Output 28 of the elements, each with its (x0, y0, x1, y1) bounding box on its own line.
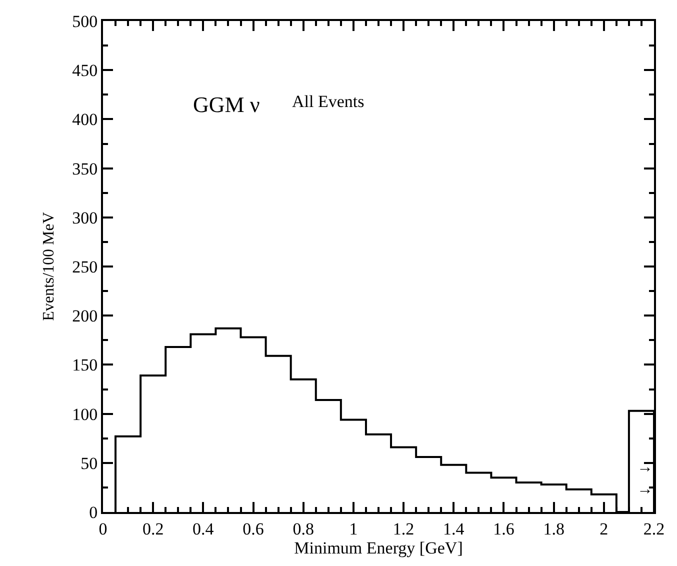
x-tick-label: 0.4 (192, 519, 214, 538)
y-tick-label: 350 (72, 159, 98, 178)
annotation: → (637, 459, 653, 476)
y-tick-label: 400 (72, 110, 98, 130)
y-tick-label: 200 (72, 306, 98, 326)
x-tick-label: 0.8 (292, 519, 314, 538)
x-tick-label: 1.8 (543, 519, 564, 538)
y-tick-label: 0 (89, 502, 98, 522)
annotation: GGM ν (193, 92, 260, 117)
y-tick-label: 300 (72, 208, 98, 228)
x-axis-title: Minimum Energy [GeV] (294, 538, 463, 558)
y-axis-title: Events/100 MeV (40, 212, 58, 321)
x-tick-label: 1 (349, 519, 358, 538)
annotation: All Events (292, 92, 364, 111)
x-tick-label: 2.2 (643, 519, 665, 538)
x-tick-label: 1.6 (493, 519, 514, 538)
x-tick-label: 2 (600, 519, 608, 538)
x-tick-label: 1.4 (443, 519, 465, 538)
y-tick-label: 250 (72, 257, 98, 276)
x-tick-label: 0.6 (242, 519, 264, 538)
y-tick-label: 500 (72, 12, 98, 31)
annotation: → (637, 481, 653, 498)
y-tick-label: 100 (72, 404, 98, 424)
y-tick-label: 450 (72, 61, 98, 80)
x-tick-label: 1.2 (392, 519, 414, 538)
y-tick-label: 50 (80, 454, 98, 473)
x-tick-label: 0.2 (142, 519, 164, 538)
y-tick-label: 150 (72, 356, 98, 375)
